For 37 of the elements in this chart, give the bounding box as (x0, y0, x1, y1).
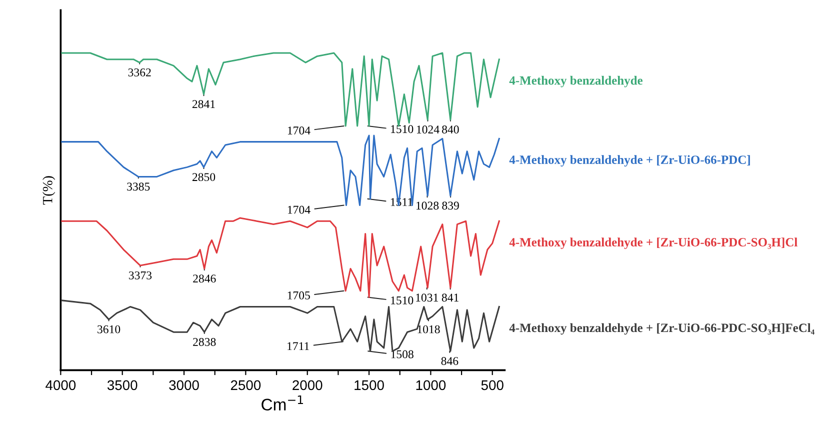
annotation: 2841 (192, 100, 215, 108)
annotation: 1705 (288, 291, 310, 300)
annotation: 1028 (416, 202, 439, 210)
annotation: 2846 (193, 274, 216, 283)
annotation: 841 (442, 294, 458, 302)
annotation: 839 (442, 202, 459, 210)
annotation: 1510 (391, 125, 414, 134)
annotation: 3373 (128, 271, 152, 280)
series-label: 4-Methoxy benzaldehyde + [Zr-UiO-66-PDC] (509, 155, 750, 167)
series-label: 4-Methoxy benzaldehyde (509, 76, 642, 88)
annotation: 2838 (193, 338, 216, 346)
annotation: 3362 (128, 68, 151, 76)
x-tick-label: 3500 (107, 380, 138, 390)
annotation: 1704 (288, 206, 310, 214)
x-tick-label: 4000 (46, 380, 76, 390)
annotation: 1711 (288, 342, 309, 350)
x-tick-label: 1500 (354, 380, 384, 390)
annotation: 1018 (418, 325, 440, 334)
annotation: 1508 (391, 350, 414, 358)
x-tick-label: 1000 (416, 380, 446, 390)
x-tick-label: 3000 (169, 380, 199, 390)
series-label: 4-Methoxy benzaldehyde + [Zr-UiO-66-PDC-SO₃H]FeCl₄ (509, 323, 814, 335)
x-tick-label: 500 (481, 380, 504, 390)
x-tick-label: 2500 (230, 380, 261, 390)
annotation: 840 (442, 126, 459, 134)
series-label: 4-Methoxy benzaldehyde + [Zr-UiO-66-PDC-SO₃H]Cl (509, 238, 798, 250)
x-tick-label: 2000 (292, 380, 322, 390)
annotation: 2850 (192, 173, 216, 182)
annotation: 1031 (416, 294, 438, 302)
annotation: 1024 (416, 126, 440, 134)
annotation: 846 (441, 357, 458, 366)
annotation: 1510 (391, 296, 414, 304)
annotation: 3610 (98, 325, 120, 334)
y-axis-title: T(%) (42, 176, 56, 205)
annotation: 1704 (288, 126, 310, 134)
annotation: 3385 (127, 182, 150, 191)
x-axis-title: Cm$^{−1}$ (262, 395, 303, 411)
